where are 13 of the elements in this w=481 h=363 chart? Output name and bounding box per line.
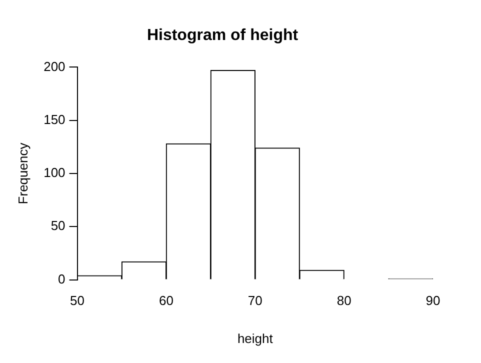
x-tick-label: 50 — [70, 293, 85, 308]
x-tick-label: 90 — [426, 293, 440, 308]
y-tick-label: 200 — [44, 58, 66, 74]
y-tick-label: 50 — [50, 218, 66, 234]
chart-title: Histogram of height — [146, 27, 299, 44]
y-axis-title: Frequency — [15, 142, 30, 204]
y-tick-label: 150 — [44, 112, 66, 127]
x-tick-label: 80 — [336, 293, 352, 308]
x-axis-title: height — [237, 330, 274, 346]
x-tick-label: 60 — [158, 293, 174, 308]
y-tick-label: 0 — [58, 271, 66, 286]
y-tick-label: 100 — [44, 165, 66, 180]
x-tick-label: 70 — [248, 293, 262, 308]
